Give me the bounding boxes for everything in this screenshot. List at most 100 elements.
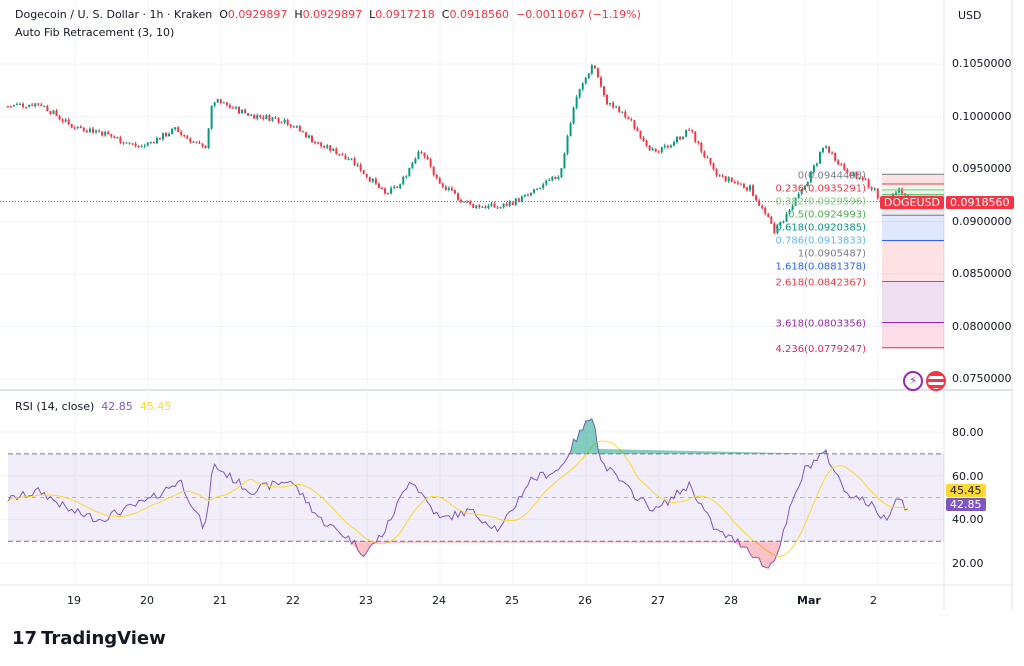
rsi-ma-value: 45.45 [139,400,172,413]
fib-zone [882,189,944,195]
candle-body [800,188,803,194]
candle-body [408,167,411,177]
lightning-icon[interactable]: ⚡ [903,371,923,391]
tv-logo-icon: 𝟭𝟳 [12,628,38,649]
candle-body [368,176,371,182]
time-tick-label: 25 [505,594,519,607]
rsi-value-tag: 42.85 [946,498,986,511]
candle-body [128,142,131,144]
candle-body [694,131,697,142]
us-flag-icon[interactable] [926,371,946,391]
candle-body [861,177,864,180]
candle-body [180,131,183,135]
candle-body [125,142,128,144]
candle-body [898,188,901,193]
candle-body [262,116,265,120]
candle-body [533,189,536,193]
candle-body [265,115,268,120]
candle-body [867,179,870,188]
candle-body [676,136,679,143]
candle-body [98,130,101,132]
candle-body [828,146,831,153]
rsi-legend[interactable]: RSI (14, close) 42.85 45.45 [15,400,171,413]
candle-body [259,115,262,117]
rsi-line [7,418,909,569]
candle-body [338,154,341,156]
candle-body [627,117,630,120]
candle-body [624,111,627,118]
candle-body [712,163,715,170]
candle-body [755,195,758,201]
candle-body [231,107,234,109]
candle-body [107,132,110,135]
last-price-tag: 0.0918560 [946,196,1014,209]
price-tick-label: 0.0750000 [952,372,1012,385]
time-tick-label: 2 [870,594,877,607]
candle-body [61,119,64,122]
candle-body [131,143,134,145]
fib-indicator-label[interactable]: Auto Fib Retracement (3, 10) [15,26,175,39]
fib-level-label: 1(0.0905487) [798,248,866,259]
tradingview-logo[interactable]: 𝟭𝟳 TradingView [12,628,166,649]
candle-body [633,120,636,129]
candle-body [295,126,298,128]
rsi-tick-label: 40.00 [952,513,984,527]
candle-body [514,198,517,205]
candle-body [210,105,213,129]
candle-body [764,207,767,214]
candle-body [663,145,666,148]
high-value: 0.0929897 [302,8,363,21]
currency-label[interactable]: USD [958,9,982,22]
candle-body [88,128,91,133]
candle-body [642,137,645,141]
candle-body [341,154,344,156]
rsi-ma-tag: 45.45 [946,484,986,497]
candle-body [250,114,253,116]
candle-body [314,141,317,143]
candle-body [478,205,481,208]
candle-body [213,102,216,106]
open-label: O [219,8,228,21]
candle-body [444,186,447,190]
price-tick-label: 0.1050000 [952,57,1012,70]
candle-body [204,146,207,149]
candle-body [228,105,231,108]
candle-body [55,110,58,116]
candle-body [64,119,67,122]
rsi-tick-label: 20.00 [952,557,984,571]
candle-body [441,183,444,187]
fib-level-label: 0.618(0.0920385) [775,222,866,233]
candle-body [161,132,164,140]
fib-level-label: 0.786(0.0913833) [775,235,866,246]
candle-body [122,142,125,144]
candle-body [606,95,609,105]
candle-body [666,145,669,148]
candle-body [58,115,61,120]
symbol-legend: Dogecoin / U. S. Dollar · 1h · Kraken O0… [15,8,641,21]
candle-body [542,184,545,188]
candle-body [551,176,554,180]
candle-body [247,113,250,116]
candle-body [49,111,52,114]
candle-body [201,143,204,147]
candle-body [654,148,657,152]
candle-body [651,148,654,151]
candle-body [870,187,873,190]
candle-body [630,119,633,121]
rsi-oversold-fill [351,541,781,569]
rsi-tick-label: 60.00 [952,469,984,483]
candle-body [158,137,161,140]
candle-body [688,129,691,131]
candle-body [292,126,295,128]
candle-body [34,103,37,107]
candle-body [715,169,718,176]
candle-body [752,185,755,196]
candle-body [572,107,575,124]
candle-body [822,147,825,152]
candle-body [332,148,335,151]
candle-body [174,127,177,130]
candle-body [307,135,310,138]
candle-body [812,165,815,172]
candle-body [359,164,362,171]
